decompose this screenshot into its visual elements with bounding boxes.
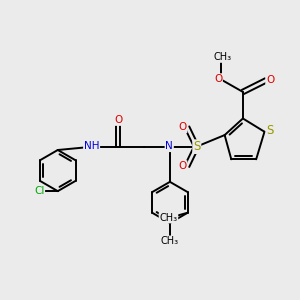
Text: O: O xyxy=(266,75,274,85)
Text: CH₃: CH₃ xyxy=(214,52,232,62)
Text: O: O xyxy=(114,115,122,125)
Text: O: O xyxy=(178,161,187,171)
Text: Cl: Cl xyxy=(34,186,44,196)
Text: N: N xyxy=(165,141,173,152)
Text: S: S xyxy=(193,140,200,153)
Text: NH: NH xyxy=(84,141,99,151)
Text: O: O xyxy=(214,74,222,84)
Text: CH₃: CH₃ xyxy=(161,236,179,246)
Text: CH₃: CH₃ xyxy=(159,213,178,223)
Text: O: O xyxy=(178,122,187,132)
Text: S: S xyxy=(266,124,274,137)
